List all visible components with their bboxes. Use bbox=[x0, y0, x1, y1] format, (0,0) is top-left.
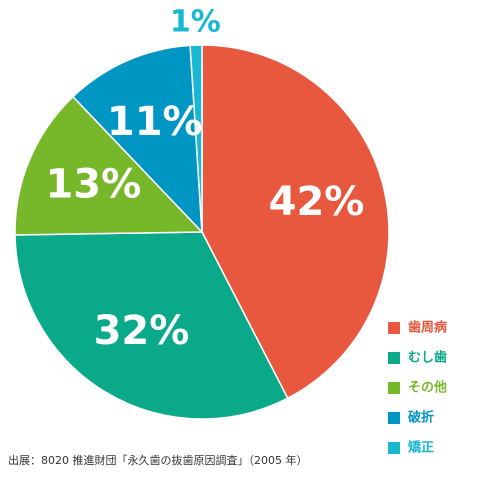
pie-slice bbox=[201, 44, 390, 400]
slice-label: 32% bbox=[94, 308, 190, 354]
legend-label: その他 bbox=[408, 380, 447, 396]
legend-swatch bbox=[388, 322, 400, 334]
legend-label: 歯周病 bbox=[408, 320, 447, 336]
legend-swatch bbox=[388, 352, 400, 364]
slice-label: 1% bbox=[170, 5, 221, 40]
source-note: 出展：8020 推進財団「永久歯の抜歯原因調査」（2005 年） bbox=[8, 453, 307, 467]
slice-label: 11% bbox=[107, 99, 203, 145]
legend-label: むし歯 bbox=[408, 350, 447, 366]
pie-slice bbox=[189, 44, 203, 233]
legend-swatch bbox=[388, 412, 400, 424]
legend-label: 矯正 bbox=[408, 440, 434, 456]
slice-label: 42% bbox=[269, 179, 365, 225]
legend-swatch bbox=[388, 382, 400, 394]
slice-label: 13% bbox=[45, 161, 141, 207]
pie-slice bbox=[14, 95, 204, 236]
legend-swatch bbox=[388, 442, 400, 454]
pie-slice bbox=[14, 231, 289, 420]
legend-label: 破折 bbox=[408, 410, 434, 426]
pie-slice bbox=[71, 44, 203, 235]
